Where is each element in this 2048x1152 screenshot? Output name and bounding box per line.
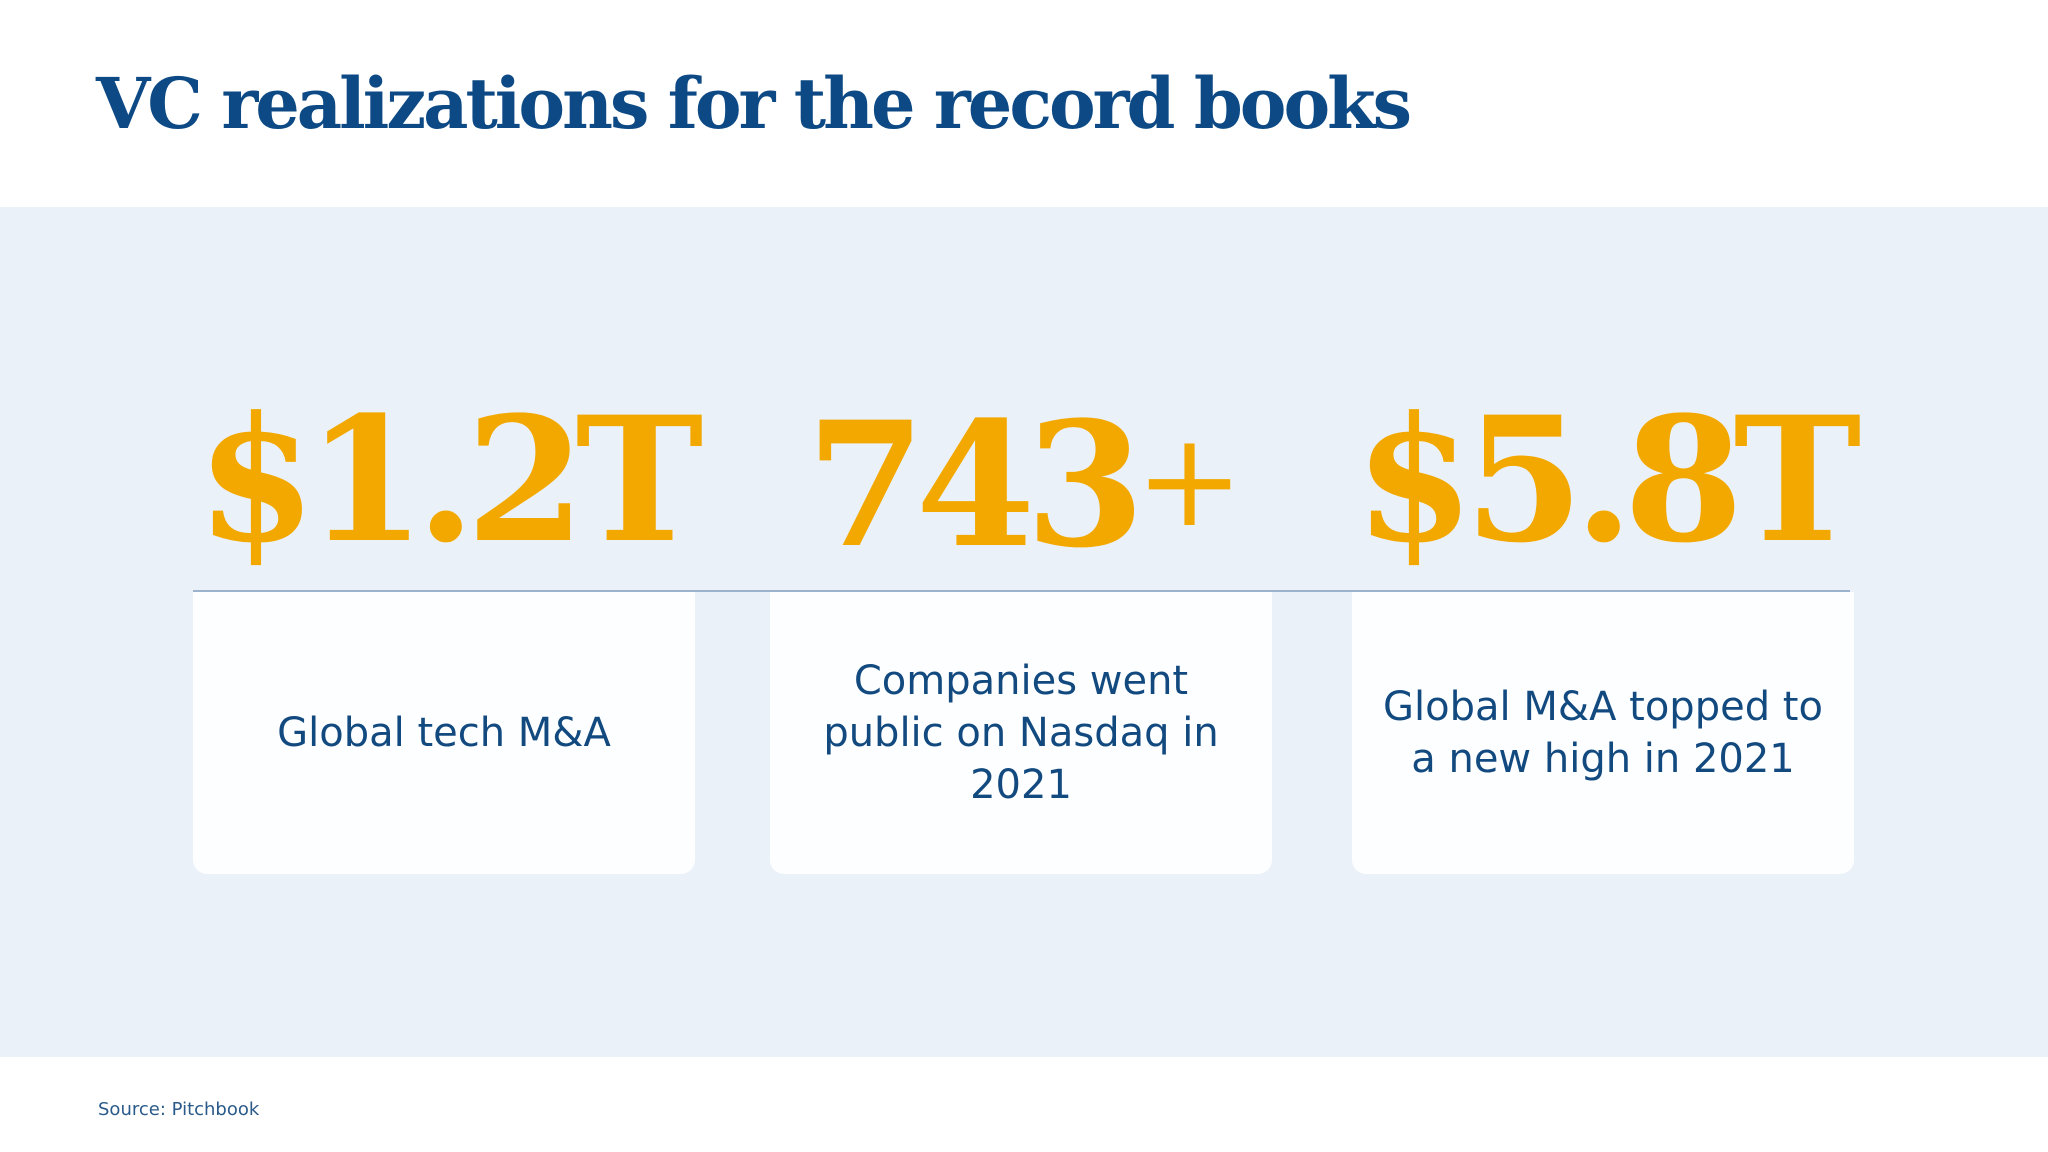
stat-number: $5.8T bbox=[1354, 378, 1862, 581]
stat-card-global-ma: Global M&A topped to a new high in 2021 bbox=[1352, 592, 1854, 874]
source-note: Source: Pitchbook bbox=[98, 1099, 260, 1120]
stat-description: Global tech M&A bbox=[277, 710, 611, 756]
stat-value-global-ma: $5.8T bbox=[1348, 390, 1862, 570]
stat-description: Companies went public on Nasdaq in 2021 bbox=[823, 658, 1219, 808]
stat-description: Global M&A topped to a new high in 2021 bbox=[1383, 684, 1823, 782]
stat-value-nasdaq-ipos: 743+ bbox=[770, 390, 1280, 575]
stat-number: 743 bbox=[806, 383, 1145, 586]
stat-card-global-tech-ma: Global tech M&A bbox=[193, 592, 695, 874]
stat-number: $1.2T bbox=[196, 378, 704, 581]
stat-card-nasdaq-ipos: Companies went public on Nasdaq in 2021 bbox=[770, 592, 1272, 874]
stat-suffix: + bbox=[1135, 404, 1244, 556]
stat-value-global-tech-ma: $1.2T bbox=[190, 390, 704, 570]
slide-title: VC realizations for the record books bbox=[96, 62, 1412, 145]
stats-divider-line bbox=[193, 590, 1850, 592]
